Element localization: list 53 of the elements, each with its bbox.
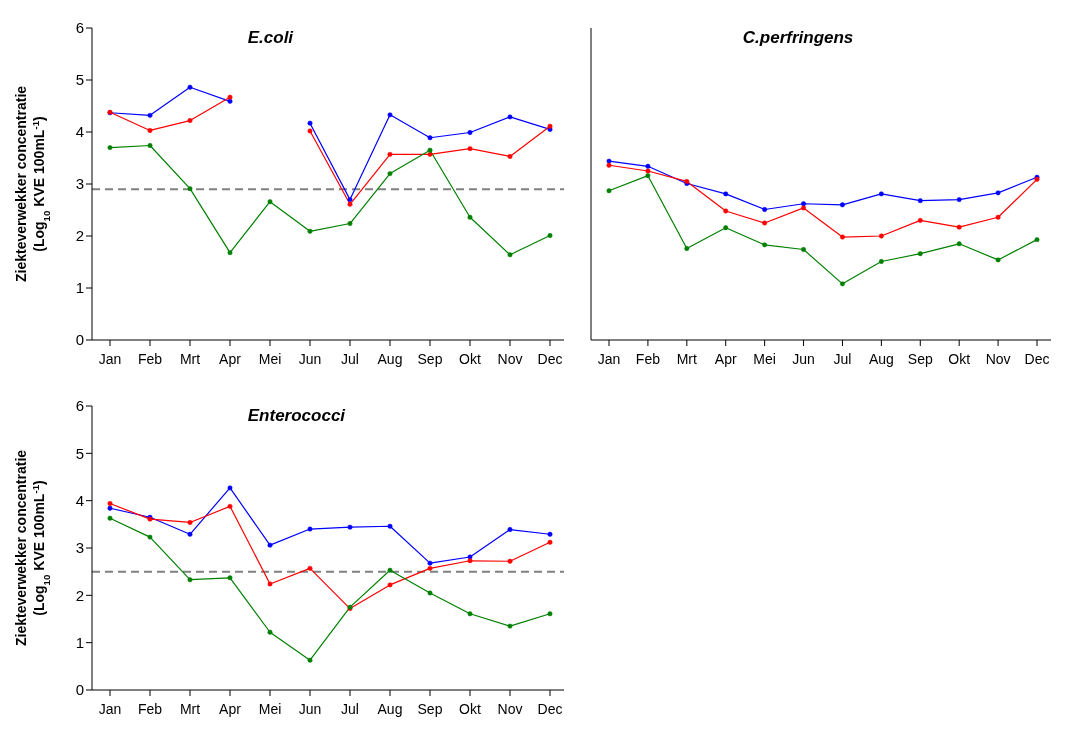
- x-tick-label: Apr: [219, 350, 242, 367]
- y-tick-label: 6: [75, 397, 84, 415]
- y-tick-label: 3: [75, 175, 84, 193]
- x-tick-label: Nov: [497, 350, 523, 367]
- x-tick-label: Apr: [714, 350, 737, 367]
- x-tick-label: Jul: [833, 350, 852, 367]
- x-tick-label: Dec: [537, 700, 563, 717]
- x-tick-label: Dec: [1024, 350, 1050, 367]
- x-tick-label: Aug: [868, 350, 894, 367]
- x-tick-label: Okt: [948, 350, 971, 367]
- x-tick-label: Jan: [98, 700, 122, 717]
- x-tick-label: Sep: [907, 350, 933, 367]
- x-tick-label: Jul: [341, 350, 359, 367]
- x-tick-label: Jan: [597, 350, 621, 367]
- x-tick-label: Mei: [258, 350, 282, 367]
- y-tick-label: 2: [75, 586, 84, 604]
- x-tick-label: Nov: [985, 350, 1011, 367]
- y-tick-label: 1: [75, 633, 84, 651]
- x-tick-label: Okt: [459, 350, 481, 367]
- x-tick-label: Dec: [537, 350, 563, 367]
- chart-title: C.perfringens: [742, 28, 854, 48]
- y-tick-label: 2: [75, 227, 84, 245]
- x-tick-label: Jul: [341, 700, 359, 717]
- chart-title: Enterococci: [247, 406, 346, 426]
- y-tick-label: 4: [75, 123, 84, 141]
- y-tick-label: 0: [75, 681, 84, 699]
- x-tick-label: Mei: [753, 350, 776, 367]
- y-tick-label: 4: [75, 491, 84, 509]
- x-tick-label: Okt: [459, 700, 481, 717]
- x-tick-label: Sep: [417, 350, 443, 367]
- x-tick-label: Jun: [792, 350, 815, 367]
- x-tick-label: Mrt: [676, 350, 698, 367]
- y-tick-label: 5: [75, 444, 84, 462]
- y-tick-label: 0: [75, 331, 84, 349]
- x-tick-label: Aug: [377, 350, 403, 367]
- x-tick-label: Sep: [417, 700, 443, 717]
- y-tick-label: 6: [75, 19, 84, 37]
- x-tick-label: Jun: [298, 350, 322, 367]
- x-tick-label: Mrt: [179, 700, 201, 717]
- x-tick-label: Aug: [377, 700, 403, 717]
- x-tick-label: Feb: [137, 700, 163, 717]
- x-tick-label: Feb: [635, 350, 661, 367]
- x-tick-label: Mei: [258, 700, 282, 717]
- x-tick-label: Jun: [298, 700, 322, 717]
- y-tick-label: 3: [75, 539, 84, 557]
- x-tick-label: Nov: [497, 700, 523, 717]
- y-tick-label: 5: [75, 71, 84, 89]
- chart-title: E.coli: [247, 28, 294, 48]
- x-tick-label: Jan: [98, 350, 122, 367]
- x-tick-label: Feb: [137, 350, 163, 367]
- y-tick-label: 1: [75, 279, 84, 297]
- x-tick-label: Mrt: [179, 350, 201, 367]
- x-tick-label: Apr: [219, 700, 242, 717]
